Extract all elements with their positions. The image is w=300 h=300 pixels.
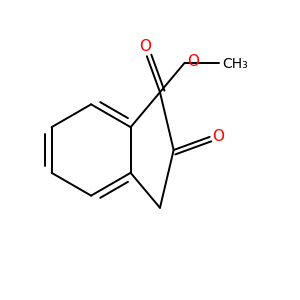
Text: O: O xyxy=(187,54,199,69)
Text: O: O xyxy=(212,129,224,144)
Text: CH₃: CH₃ xyxy=(222,57,248,71)
Text: O: O xyxy=(140,39,152,54)
